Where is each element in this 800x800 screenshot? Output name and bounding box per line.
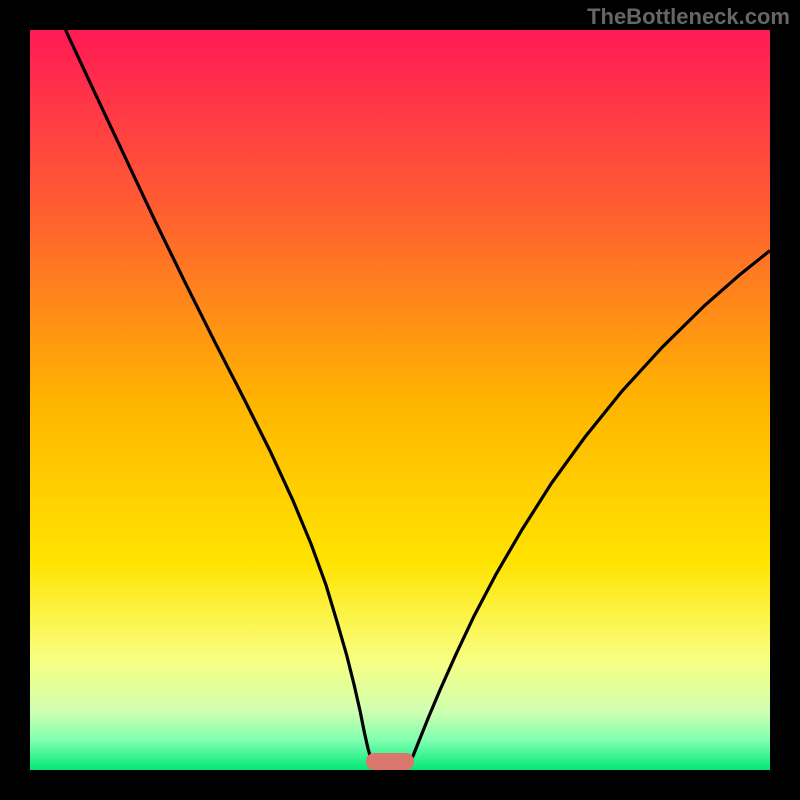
left-curve — [66, 30, 378, 769]
right-curve — [406, 251, 770, 769]
curves-svg — [30, 30, 770, 770]
minimum-marker — [366, 753, 414, 770]
watermark-text: TheBottleneck.com — [587, 4, 790, 30]
plot-gradient-area — [30, 30, 770, 770]
